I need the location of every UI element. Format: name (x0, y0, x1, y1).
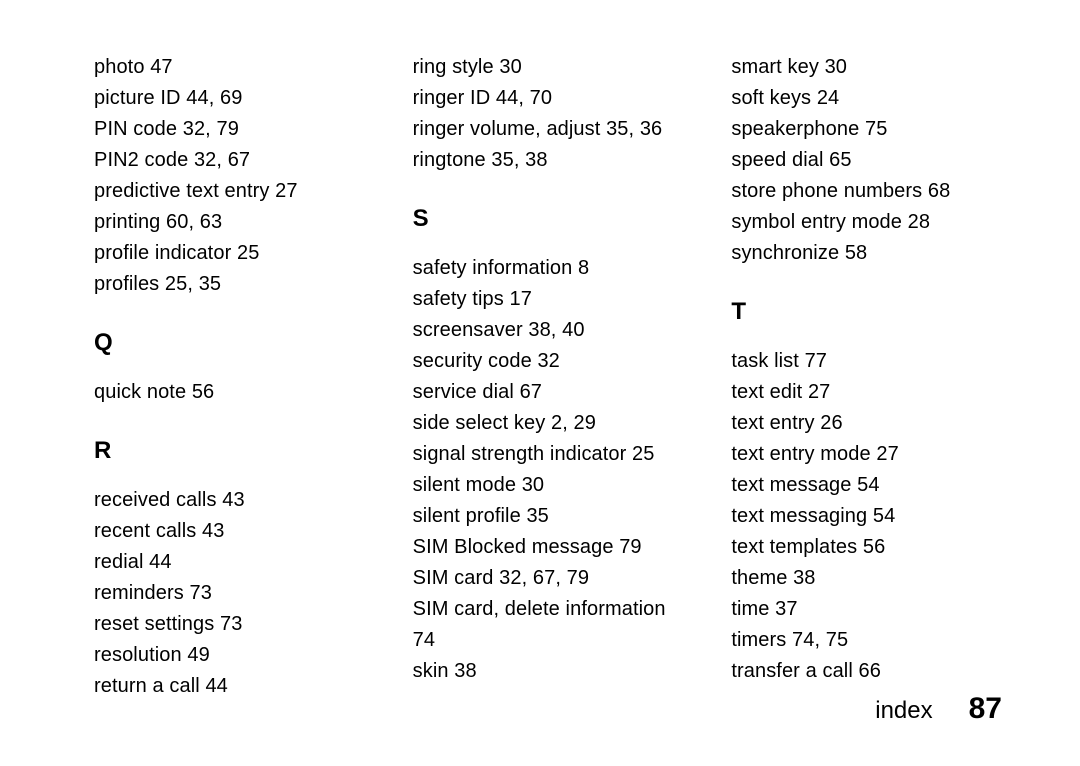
index-entry: SIM card 32, 67, 79 (413, 563, 684, 594)
index-entry: speakerphone 75 (731, 114, 1002, 145)
index-entry: ring style 30 (413, 52, 684, 83)
index-entry: symbol entry mode 28 (731, 207, 1002, 238)
index-entry: service dial 67 (413, 377, 684, 408)
index-entry: received calls 43 (94, 485, 365, 516)
index-entry-group: ring style 30 ringer ID 44, 70 ringer vo… (413, 52, 684, 176)
index-entry: profiles 25, 35 (94, 269, 365, 300)
page-footer: index 87 (875, 692, 1002, 726)
index-entry: time 37 (731, 594, 1002, 625)
index-entry: smart key 30 (731, 52, 1002, 83)
index-entry: PIN2 code 32, 67 (94, 145, 365, 176)
index-entry: printing 60, 63 (94, 207, 365, 238)
index-entry: signal strength indicator 25 (413, 439, 684, 470)
index-columns: photo 47 picture ID 44, 69 PIN code 32, … (94, 52, 1002, 702)
index-entry-group: safety information 8 safety tips 17 scre… (413, 253, 684, 687)
index-entry: return a call 44 (94, 671, 365, 702)
index-entry: ringtone 35, 38 (413, 145, 684, 176)
index-entry: SIM card, delete information 74 (413, 594, 684, 656)
index-entry: ringer volume, adjust 35, 36 (413, 114, 684, 145)
index-entry: soft keys 24 (731, 83, 1002, 114)
index-entry: timers 74, 75 (731, 625, 1002, 656)
index-entry: profile indicator 25 (94, 238, 365, 269)
index-entry: theme 38 (731, 563, 1002, 594)
index-entry: silent profile 35 (413, 501, 684, 532)
index-entry: screensaver 38, 40 (413, 315, 684, 346)
index-entry: safety information 8 (413, 253, 684, 284)
index-entry-group: task list 77 text edit 27 text entry 26 … (731, 346, 1002, 687)
index-page: photo 47 picture ID 44, 69 PIN code 32, … (0, 0, 1080, 766)
index-entry: predictive text entry 27 (94, 176, 365, 207)
index-entry: transfer a call 66 (731, 656, 1002, 687)
index-entry: text message 54 (731, 470, 1002, 501)
index-entry: store phone numbers 68 (731, 176, 1002, 207)
index-entry-group: quick note 56 (94, 377, 365, 408)
index-heading-t: T (731, 293, 1002, 330)
index-entry: security code 32 (413, 346, 684, 377)
footer-section-label: index (875, 697, 932, 725)
index-entry: ringer ID 44, 70 (413, 83, 684, 114)
index-entry: resolution 49 (94, 640, 365, 671)
index-heading-q: Q (94, 324, 365, 361)
index-entry: reminders 73 (94, 578, 365, 609)
index-entry: reset settings 73 (94, 609, 365, 640)
index-entry: picture ID 44, 69 (94, 83, 365, 114)
index-column-1: photo 47 picture ID 44, 69 PIN code 32, … (94, 52, 365, 702)
index-entry: SIM Blocked message 79 (413, 532, 684, 563)
index-column-2: ring style 30 ringer ID 44, 70 ringer vo… (413, 52, 684, 702)
index-entry-group: smart key 30 soft keys 24 speakerphone 7… (731, 52, 1002, 269)
index-entry: side select key 2, 29 (413, 408, 684, 439)
index-heading-s: S (413, 200, 684, 237)
index-entry-group: photo 47 picture ID 44, 69 PIN code 32, … (94, 52, 365, 300)
index-entry: text entry 26 (731, 408, 1002, 439)
index-entry: recent calls 43 (94, 516, 365, 547)
index-entry: text templates 56 (731, 532, 1002, 563)
index-entry: text messaging 54 (731, 501, 1002, 532)
index-entry-group: received calls 43 recent calls 43 redial… (94, 485, 365, 702)
index-entry: speed dial 65 (731, 145, 1002, 176)
index-entry: PIN code 32, 79 (94, 114, 365, 145)
index-entry: photo 47 (94, 52, 365, 83)
footer-page-number: 87 (969, 692, 1002, 726)
index-heading-r: R (94, 432, 365, 469)
index-entry: task list 77 (731, 346, 1002, 377)
index-entry: text entry mode 27 (731, 439, 1002, 470)
index-entry: silent mode 30 (413, 470, 684, 501)
index-column-3: smart key 30 soft keys 24 speakerphone 7… (731, 52, 1002, 702)
index-entry: safety tips 17 (413, 284, 684, 315)
index-entry: redial 44 (94, 547, 365, 578)
index-entry: quick note 56 (94, 377, 365, 408)
index-entry: synchronize 58 (731, 238, 1002, 269)
index-entry: skin 38 (413, 656, 684, 687)
index-entry: text edit 27 (731, 377, 1002, 408)
